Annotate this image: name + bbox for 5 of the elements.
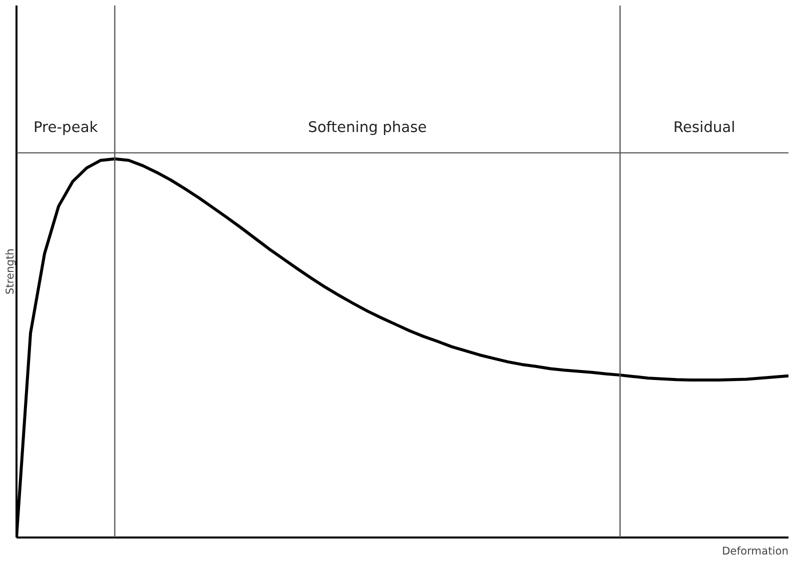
text: Residual xyxy=(673,119,736,136)
y-axis-title: Strength xyxy=(4,248,16,295)
x-axis-title: Deformation xyxy=(722,544,789,558)
text: Softening phase xyxy=(308,119,427,136)
text: Pre-peak xyxy=(33,119,98,136)
